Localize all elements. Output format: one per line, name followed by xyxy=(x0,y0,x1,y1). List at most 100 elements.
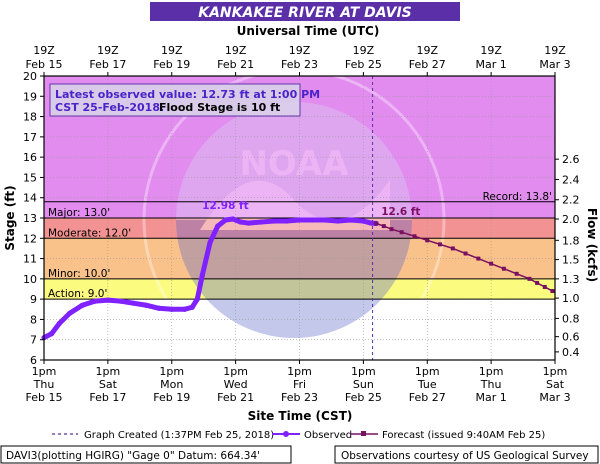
top-tick-utc-4: 19Z xyxy=(289,44,311,57)
legend: Graph Created (1:37PM Feb 25, 2018) Obse… xyxy=(52,430,545,441)
top-tick-utc-3: 19Z xyxy=(225,44,247,57)
top-tick-date-4: Feb 23 xyxy=(281,58,318,71)
footer-datum: DAVI3(plotting HGIRG) "Gage 0" Datum: 66… xyxy=(6,450,260,462)
y-tick-label-17: 17 xyxy=(23,131,37,144)
forecast-point xyxy=(425,238,430,243)
bottom-tick-line1-3: 1pm xyxy=(223,365,248,378)
observed-point xyxy=(258,219,264,225)
forecast-point xyxy=(542,284,547,289)
forecast-point xyxy=(535,280,540,285)
footer: DAVI3(plotting HGIRG) "Gage 0" Datum: 66… xyxy=(0,445,599,464)
observed-point xyxy=(360,218,366,224)
forecast-point xyxy=(527,276,532,281)
observed-point xyxy=(130,300,137,306)
peak-annotation-1: 12.6 ft xyxy=(381,206,420,218)
top-tick-utc-1: 19Z xyxy=(97,44,119,57)
observed-point xyxy=(143,302,149,308)
flow-tick-label-1: 0.6 xyxy=(562,331,580,344)
top-tick-date-6: Feb 27 xyxy=(409,58,446,71)
bottom-tick-line3-1: Feb 17 xyxy=(89,391,126,404)
legend-forecast-label: Forecast (issued 9:40AM Feb 25) xyxy=(382,430,545,441)
x-axis-title: Site Time (CST) xyxy=(248,409,353,423)
threshold-label-0: Major: 13.0' xyxy=(48,207,110,219)
observed-point xyxy=(284,218,290,224)
observed-point xyxy=(189,304,195,310)
observed-point xyxy=(322,217,328,223)
forecast-point xyxy=(438,242,443,247)
y-tick-label-9: 9 xyxy=(30,293,37,306)
series-lines: 12.98 ft 12.6 ft xyxy=(41,76,555,360)
bottom-tick-line2-7: Thu xyxy=(480,378,502,391)
observed-point xyxy=(215,223,221,229)
bottom-tick-line2-1: Sat xyxy=(99,378,118,391)
bottom-tick-line2-4: Fri xyxy=(293,378,306,391)
y-tick-label-15: 15 xyxy=(23,171,37,184)
y-tick-label-19: 19 xyxy=(23,90,37,103)
top-tick-date-8: Mar 3 xyxy=(539,58,570,71)
top-tick-date-2: Feb 19 xyxy=(153,58,190,71)
bottom-tick-line2-0: Thu xyxy=(33,378,55,391)
observed-point xyxy=(222,217,229,223)
top-tick-date-5: Feb 25 xyxy=(345,58,382,71)
threshold-label-1: Moderate: 12.0' xyxy=(48,227,131,239)
threshold-label-4: Record: 13.8' xyxy=(483,191,552,203)
latest-value-date: CST 25-Feb-2018. xyxy=(55,101,164,114)
forecast-point xyxy=(450,246,455,251)
flow-tick-label-0: 0.4 xyxy=(562,346,580,359)
peak-annotation-0: 12.98 ft xyxy=(202,200,248,212)
bottom-tick-line1-6: 1pm xyxy=(415,365,440,378)
top-tick-utc-0: 19Z xyxy=(33,44,55,57)
observed-point xyxy=(271,218,277,224)
bottom-tick-line2-3: Wed xyxy=(224,378,248,391)
legend-forecast-marker xyxy=(361,431,366,436)
top-tick-date-1: Feb 17 xyxy=(89,58,126,71)
forecast-point xyxy=(374,221,379,226)
flow-tick-label-6: 1.8 xyxy=(562,234,580,247)
y-tick-label-14: 14 xyxy=(23,192,37,205)
flow-tick-label-8: 2.2 xyxy=(562,194,580,207)
observed-point xyxy=(169,306,175,312)
bottom-tick-line3-7: Mar 1 xyxy=(476,391,507,404)
y-tick-label-6: 6 xyxy=(30,354,37,367)
observed-point xyxy=(245,220,251,226)
top-tick-utc-2: 19Z xyxy=(161,44,183,57)
flow-tick-label-2: 0.8 xyxy=(562,312,580,325)
observed-point xyxy=(194,296,200,302)
observed-point xyxy=(238,219,244,225)
y-tick-label-18: 18 xyxy=(23,111,37,124)
bottom-tick-line3-4: Feb 23 xyxy=(281,391,318,404)
y-tick-label-16: 16 xyxy=(23,151,37,164)
legend-graph-created-label: Graph Created (1:37PM Feb 25, 2018) xyxy=(84,430,274,441)
y-tick-label-12: 12 xyxy=(23,232,37,245)
observed-point xyxy=(207,239,213,245)
observed-point xyxy=(49,331,55,337)
observed-point xyxy=(199,272,206,278)
top-tick-utc-7: 19Z xyxy=(480,44,502,57)
bottom-tick-line1-4: 1pm xyxy=(287,365,312,378)
observed-point xyxy=(230,216,236,222)
bottom-tick-line2-6: Tue xyxy=(417,378,437,391)
top-tick-date-7: Mar 1 xyxy=(476,58,507,71)
bottom-tick-line1-0: 1pm xyxy=(32,365,57,378)
flood-stage-text: Flood Stage is 10 ft xyxy=(159,101,280,114)
forecast-point xyxy=(381,224,386,229)
flow-tick-label-3: 1.0 xyxy=(562,292,580,305)
y-tick-label-10: 10 xyxy=(23,273,37,286)
forecast-point xyxy=(463,251,468,256)
y-tick-label-13: 13 xyxy=(23,212,37,225)
y-axis-title: Stage (ft) xyxy=(3,185,17,250)
flow-tick-label-7: 2.0 xyxy=(562,213,580,226)
bottom-tick-line3-0: Feb 15 xyxy=(26,391,63,404)
observed-point xyxy=(66,310,73,316)
top-tick-date-0: Feb 15 xyxy=(26,58,63,71)
observed-point xyxy=(105,297,111,303)
observed-point xyxy=(79,302,85,308)
observed-point xyxy=(309,217,315,223)
top-tick-utc-6: 19Z xyxy=(416,44,438,57)
forecast-point xyxy=(476,256,481,261)
bottom-tick-line1-7: 1pm xyxy=(479,365,504,378)
latest-value-box: Latest observed value: 12.73 ft at 1:00 … xyxy=(49,83,320,117)
bottom-tick-line2-8: Sat xyxy=(546,378,565,391)
forecast-point xyxy=(412,234,417,239)
